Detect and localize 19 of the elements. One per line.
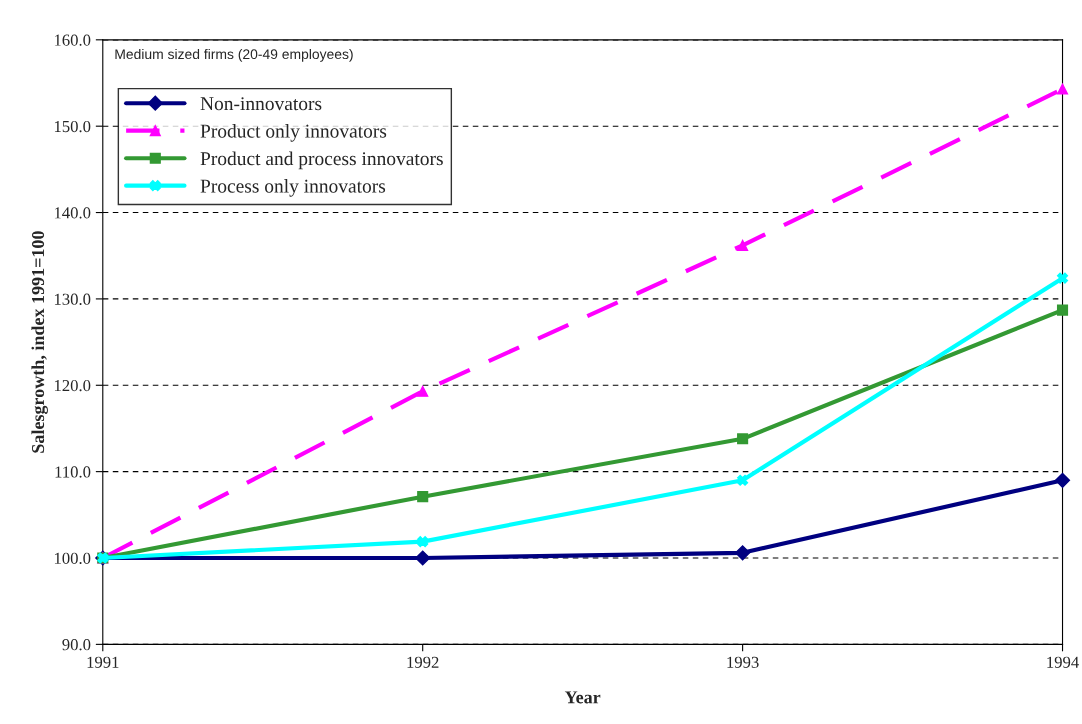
legend-label: Process only innovators [200,179,386,197]
y-tick-label: 130.0 [54,293,91,305]
x-tick-label: 1994 [1047,656,1079,668]
legend-label: Product only innovators [200,124,387,142]
x-tick-label: 1992 [407,656,439,668]
y-tick-label: 160.0 [54,34,91,46]
annotation: Medium sized firms (20-49 employees) [115,48,353,62]
legend-label: Product and process innovators [200,151,443,170]
y-tick-label: 150.0 [54,120,91,133]
legend-label: Non-innovators [200,97,322,111]
x-axis-title: Year [564,691,601,704]
y-axis-title: Salesgrowth, index 1991=100 [31,231,48,453]
x-tick-label: 1993 [727,656,759,668]
y-tick-label: 110.0 [55,466,91,478]
y-tick-label: 140.0 [54,207,91,219]
y-tick-label: 100.0 [54,552,91,565]
x-tick-label: 1991 [87,656,119,668]
y-tick-label: 90.0 [62,639,91,651]
y-tick-label: 120.0 [54,379,91,392]
